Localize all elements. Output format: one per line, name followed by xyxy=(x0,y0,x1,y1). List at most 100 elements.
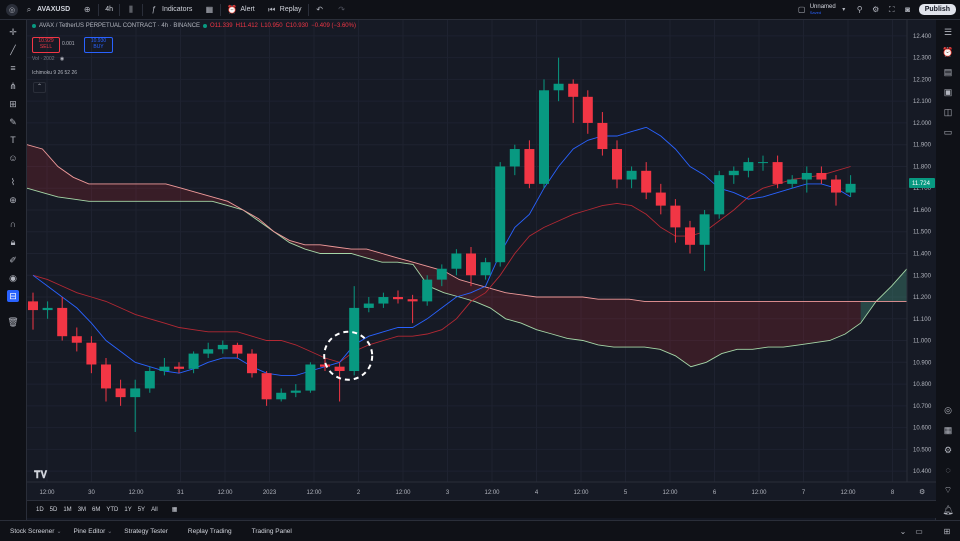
chart-area[interactable]: 12.400 12.300 12.200 12.100 12.000 11.900 11.8… xyxy=(26,20,936,500)
minimize-icon[interactable]: ⌄ xyxy=(899,526,907,536)
camera-icon[interactable]: ◙ xyxy=(905,5,911,14)
eye-icon[interactable]: ◉ xyxy=(59,56,65,62)
brush-icon[interactable]: ✎ xyxy=(9,116,17,127)
price-chart[interactable]: 12.400 12.300 12.200 12.100 12.000 11.900 11.8… xyxy=(26,20,936,500)
publish-button[interactable]: Publish xyxy=(918,4,956,15)
timeframe-1m[interactable]: 1M xyxy=(63,506,72,513)
watchlist-icon[interactable]: ☰ xyxy=(943,26,953,37)
candle-body xyxy=(626,170,637,180)
tab-strategy-tester[interactable]: Strategy Tester xyxy=(124,527,168,535)
notifications-icon[interactable]: ⊞ xyxy=(943,526,951,536)
chat-icon[interactable]: ▭ xyxy=(943,126,953,137)
chart-type-button[interactable]: ⫼ xyxy=(120,0,142,19)
volume-legend[interactable]: Vol · 2002 ◉ xyxy=(32,56,64,62)
broadcast-icon[interactable]: ⌔ xyxy=(943,484,953,495)
indicators-button[interactable]: ƒ Indicators xyxy=(143,0,198,19)
eye-icon[interactable]: ◉ xyxy=(9,272,17,283)
emoji-icon[interactable]: ☺ xyxy=(8,153,18,163)
ideas-icon[interactable]: ⚙ xyxy=(943,444,953,455)
candle-body xyxy=(553,83,564,91)
timeframe-6m[interactable]: 6M xyxy=(92,506,101,513)
fib-icon[interactable]: ⊞ xyxy=(9,98,17,109)
grid-icon: ▦ xyxy=(205,5,214,14)
alert-button[interactable]: ⏰ Alert xyxy=(221,0,260,19)
bottom-tabs: Stock Screener ⌄ Pine Editor ⌄ Strategy Test… xyxy=(0,528,302,535)
compare-button[interactable]: ⊕ xyxy=(76,0,98,19)
target-icon[interactable]: ◎ xyxy=(944,404,952,415)
templates-button[interactable]: ▦ xyxy=(198,0,220,19)
tab-stock-screener[interactable]: Stock Screener xyxy=(10,527,55,535)
candle-body xyxy=(320,364,330,367)
hotlist-icon[interactable]: ▣ xyxy=(943,86,953,97)
layout-selector[interactable]: ▢ Unnamed Saved ▾ xyxy=(797,4,849,16)
zoom-icon[interactable]: ⊕ xyxy=(9,194,17,205)
text-icon[interactable]: T xyxy=(10,135,16,145)
bell-icon[interactable]: 🔔︎ xyxy=(942,504,954,515)
ruler-icon[interactable]: ⌇ xyxy=(10,176,16,187)
redo-button[interactable]: ↷ xyxy=(331,0,353,19)
trend-line-icon[interactable]: ╱ xyxy=(10,44,16,55)
chevron-down-icon: ▾ xyxy=(842,7,846,13)
candle-body xyxy=(728,170,739,176)
stay-drawing-icon[interactable]: ✐ xyxy=(9,254,17,265)
candle-body xyxy=(801,172,812,180)
collapse-legend-button[interactable]: ⌃ xyxy=(33,82,46,93)
magnet-icon[interactable]: ∩ xyxy=(9,219,17,229)
candle-body xyxy=(495,166,506,263)
price-tick-label: 11.300 xyxy=(913,273,932,279)
last-price-tag xyxy=(909,177,935,188)
trash-icon[interactable]: 🗑︎ xyxy=(7,316,19,327)
data-window-icon[interactable]: ▤ xyxy=(943,66,953,77)
sell-button[interactable]: 10.929 SELL xyxy=(32,37,60,53)
calendar-icon[interactable]: ◫ xyxy=(943,106,953,117)
indicators-icon: ƒ xyxy=(151,5,157,14)
chevron-down-icon[interactable]: ⌄ xyxy=(107,528,113,535)
crosshair-icon[interactable]: ✛ xyxy=(9,26,17,37)
timeframe-all[interactable]: All xyxy=(151,506,158,513)
timeframe-1d[interactable]: 1D xyxy=(36,506,44,513)
timeframe-5y[interactable]: 5Y xyxy=(137,506,146,513)
tab-pine-editor[interactable]: Pine Editor xyxy=(73,527,106,535)
legend-title: AVAX / TetherUS PERPETUAL CONTRACT · 4h … xyxy=(39,23,201,29)
replay-button[interactable]: ⏮ Replay xyxy=(261,0,308,19)
alerts-icon[interactable]: ⏰ xyxy=(942,46,954,57)
ichimoku-legend[interactable]: Ichimoku 9 26 52 26 xyxy=(32,70,78,76)
fullscreen-icon[interactable]: ⛶ xyxy=(888,4,895,14)
undo-button[interactable]: ↶ xyxy=(309,0,331,19)
timeframe-1y[interactable]: 1Y xyxy=(124,506,132,513)
price-tick-label: 11.500 xyxy=(913,230,932,236)
time-tick-label: 7 xyxy=(802,490,806,496)
indicators-label: Indicators xyxy=(162,6,193,13)
chevron-down-icon[interactable]: ⌄ xyxy=(56,528,62,535)
quick-search-icon[interactable]: ⚲ xyxy=(856,5,863,14)
timeframe-5d[interactable]: 5D xyxy=(49,506,58,513)
timeframe-ytd[interactable]: YTD xyxy=(106,506,119,513)
candle-body xyxy=(217,344,228,350)
streams-icon[interactable]: ◌ xyxy=(945,465,951,475)
plus-circle-icon: ⊕ xyxy=(83,5,91,14)
tradingview-logo: 𝐓𝐕 xyxy=(34,470,48,481)
maximize-icon[interactable]: ▭ xyxy=(915,526,923,536)
time-tick-label: 12:00 xyxy=(840,490,856,496)
settings-icon[interactable]: ⚙ xyxy=(872,5,880,14)
tab-replay-trading[interactable]: Replay Trading xyxy=(187,527,232,535)
horizontal-lines-icon[interactable]: ≡ xyxy=(10,63,16,73)
timeframe-3m[interactable]: 3M xyxy=(77,506,87,513)
interval-button[interactable]: 4h xyxy=(99,0,119,19)
candle-body xyxy=(261,373,272,400)
symbol-search[interactable]: ⌕ AVAXUSD xyxy=(18,0,76,19)
sell-price: 10.929 xyxy=(38,38,54,44)
user-avatar[interactable]: ◎ xyxy=(6,3,18,16)
object-tree-icon[interactable]: ⊟ xyxy=(7,290,19,302)
goto-date-icon[interactable]: ▦ xyxy=(171,507,178,513)
candle-body xyxy=(422,279,433,302)
pitchfork-icon[interactable]: ⋔ xyxy=(9,80,17,91)
candle-body xyxy=(524,149,535,184)
candle-body xyxy=(568,83,579,97)
calendar2-icon[interactable]: ▦ xyxy=(943,424,953,435)
undo-icon: ↶ xyxy=(316,5,323,14)
lock-icon[interactable]: 🔒︎ xyxy=(10,236,16,247)
legend-close: C10.930 xyxy=(285,23,309,29)
tab-trading-panel[interactable]: Trading Panel xyxy=(251,527,292,535)
buy-button[interactable]: 10.930 BUY xyxy=(84,37,113,53)
